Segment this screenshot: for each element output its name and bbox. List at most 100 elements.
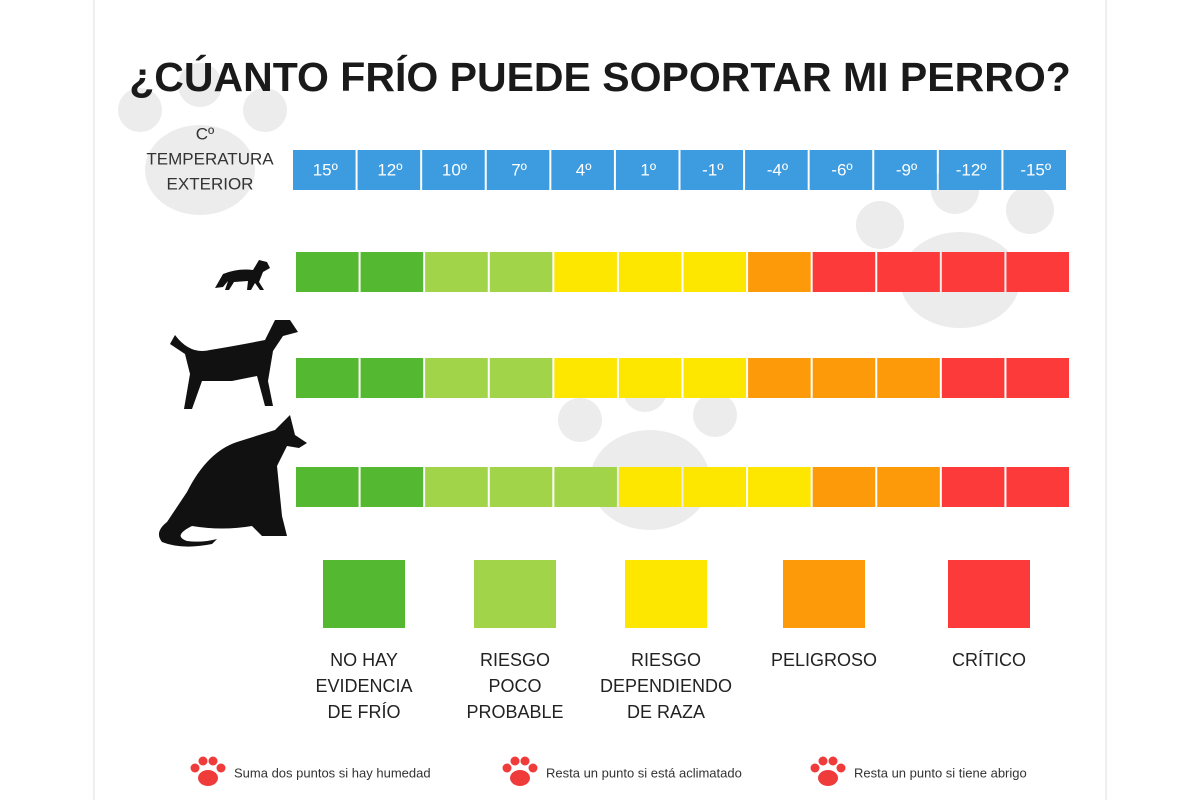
- risk-cell: [296, 467, 359, 507]
- temperature-cell: [874, 150, 937, 190]
- temperature-label: EXTERIOR: [167, 174, 254, 193]
- paw-icon: [502, 763, 512, 773]
- legend-label: DEPENDIENDO: [600, 676, 732, 696]
- risk-cell: [425, 467, 488, 507]
- risk-cell: [489, 252, 553, 292]
- temperature-cell: [357, 150, 421, 190]
- risk-cell: [1006, 358, 1069, 398]
- risk-cell: [941, 358, 1005, 398]
- risk-cell: [683, 467, 747, 507]
- risk-cell: [877, 358, 940, 398]
- title: ¿CÚANTO FRÍO PUEDE SOPORTAR MI PERRO?: [129, 54, 1071, 100]
- temperature-cell: [551, 150, 614, 190]
- temperature-value: 1º: [640, 160, 656, 179]
- risk-cell: [296, 252, 359, 292]
- paw-icon: [198, 756, 208, 766]
- risk-cell: [296, 358, 359, 398]
- legend-swatch: [948, 560, 1030, 628]
- legend-swatch: [783, 560, 865, 628]
- legend-label: POCO: [488, 676, 541, 696]
- legend-label: EVIDENCIA: [315, 676, 412, 696]
- paw-icon: [520, 756, 530, 766]
- risk-cell: [489, 467, 553, 507]
- temperature-value: -6º: [831, 160, 852, 179]
- risk-cell: [1006, 252, 1069, 292]
- risk-cell: [618, 358, 682, 398]
- risk-cell: [683, 358, 747, 398]
- risk-cell: [941, 252, 1005, 292]
- temperature-value: 15º: [313, 160, 338, 179]
- risk-cell: [360, 358, 424, 398]
- paw-icon: [836, 763, 846, 773]
- risk-cell: [748, 252, 811, 292]
- risk-cell: [812, 252, 876, 292]
- risk-cell: [877, 252, 940, 292]
- risk-cell: [748, 358, 811, 398]
- paw-icon: [528, 763, 538, 773]
- risk-cell: [812, 467, 876, 507]
- dog-icons: [158, 260, 307, 547]
- temperature-value: -15º: [1020, 160, 1051, 179]
- temperature-cell: [680, 150, 744, 190]
- note: Suma dos puntos si hay humedad: [234, 765, 431, 780]
- risk-cell: [360, 252, 424, 292]
- risk-cell: [1006, 467, 1069, 507]
- legend-swatch: [474, 560, 556, 628]
- paw-icon: [198, 770, 218, 786]
- temperature-cell: [486, 150, 550, 190]
- temperature-cell: [615, 150, 679, 190]
- temperature-cell: [422, 150, 485, 190]
- legend-label: PROBABLE: [466, 702, 563, 722]
- legend-label: RIESGO: [480, 650, 550, 670]
- paw-icon: [818, 770, 838, 786]
- risk-cell: [554, 467, 617, 507]
- legend-swatch: [323, 560, 405, 628]
- legend-label: DE FRÍO: [327, 702, 400, 722]
- paw-icon: [190, 763, 200, 773]
- temperature-value: -12º: [956, 160, 987, 179]
- legend-label: PELIGROSO: [771, 650, 877, 670]
- temperature-value: 12º: [377, 160, 402, 179]
- temperature-value: 10º: [442, 160, 467, 179]
- temperature-cell: [809, 150, 873, 190]
- risk-cell: [618, 252, 682, 292]
- risk-cell: [425, 358, 488, 398]
- paw-icon: [828, 756, 838, 766]
- temperature-cell: [293, 150, 356, 190]
- temperature-cell: [745, 150, 808, 190]
- legend-label: DE RAZA: [627, 702, 705, 722]
- risk-cell: [941, 467, 1005, 507]
- risk-cell: [812, 358, 876, 398]
- legend-label: CRÍTICO: [952, 650, 1026, 670]
- risk-cell: [489, 358, 553, 398]
- risk-cell: [425, 252, 488, 292]
- paw-icon: [216, 763, 226, 773]
- legend-swatch: [625, 560, 707, 628]
- temperature-value: -9º: [896, 160, 917, 179]
- paw-icon: [510, 770, 530, 786]
- legend-label: RIESGO: [631, 650, 701, 670]
- legend-label: NO HAY: [330, 650, 398, 670]
- risk-cell: [554, 358, 617, 398]
- paw-icon: [818, 756, 828, 766]
- temperature-label: TEMPERATURA: [146, 149, 274, 168]
- paw-icon: [810, 763, 820, 773]
- temperature-value: 4º: [576, 160, 592, 179]
- risk-cell: [683, 252, 747, 292]
- paw-icon: [208, 756, 218, 766]
- risk-cell: [618, 467, 682, 507]
- temperature-value: -4º: [767, 160, 788, 179]
- temperature-label: Cº: [196, 124, 215, 143]
- temperature-cell: [1003, 150, 1066, 190]
- temperature-value: 7º: [511, 160, 527, 179]
- temperature-cell: [938, 150, 1002, 190]
- note: Resta un punto si tiene abrigo: [854, 765, 1027, 780]
- paw-icon: [510, 756, 520, 766]
- risk-cell: [554, 252, 617, 292]
- note: Resta un punto si está aclimatado: [546, 765, 742, 780]
- risk-cell: [877, 467, 940, 507]
- risk-cell: [748, 467, 811, 507]
- temperature-value: -1º: [702, 160, 723, 179]
- risk-cell: [360, 467, 424, 507]
